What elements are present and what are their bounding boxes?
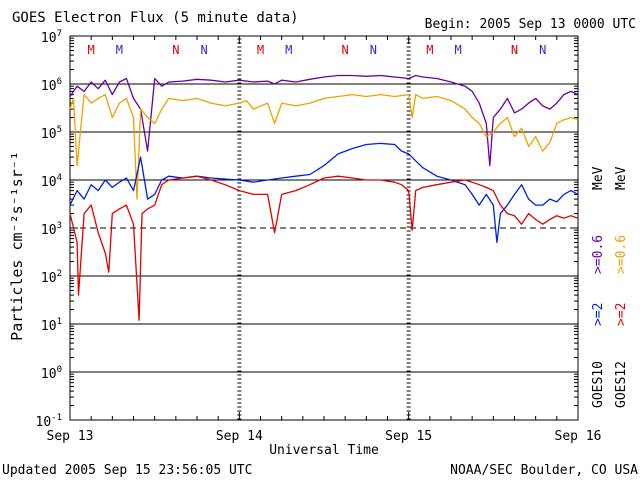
chart-title: GOES Electron Flux (5 minute data) (12, 10, 299, 26)
local-time-marker: M (88, 43, 95, 57)
y-tick-label: 106 (41, 77, 62, 94)
y-axis-label: Particles cm⁻²s⁻¹sr⁻¹ (8, 151, 26, 341)
goes12-unit-label: MeV (614, 166, 629, 190)
local-time-marker: M (257, 43, 264, 57)
right-legend: GOES10 GOES12 >=2 >=2 >=0.6 >=0.6 MeV Me… (591, 166, 629, 408)
series-line-1 (69, 74, 579, 167)
goes10-label: GOES10 (591, 361, 606, 408)
gridlines (70, 38, 578, 420)
goes12-label: GOES12 (614, 361, 629, 408)
y-tick-label: 107 (41, 29, 62, 46)
local-time-marker: N (172, 43, 179, 57)
local-time-marker: M (285, 43, 292, 57)
footer-updated: Updated 2005 Sep 15 23:56:05 UTC (2, 463, 252, 478)
local-time-marker: N (511, 43, 518, 57)
local-time-marker: N (342, 43, 349, 57)
x-tick-label: Sep 15 (385, 429, 432, 444)
y-tick-label: 104 (41, 173, 62, 190)
y-tick-label: 103 (41, 221, 62, 238)
series-line-2 (69, 93, 579, 200)
x-axis-ticks: Sep 13 Sep 14 Sep 15 Sep 16 (47, 36, 602, 444)
x-axis-label: Universal Time (269, 443, 379, 458)
local-time-marker: N (200, 43, 207, 57)
goes10-ch2-label: >=0.6 (591, 235, 606, 274)
y-tick-label: 101 (41, 317, 62, 334)
begin-label: Begin: 2005 Sep 13 0000 UTC (425, 17, 636, 32)
local-time-marker: N (370, 43, 377, 57)
x-tick-label: Sep 16 (555, 429, 602, 444)
x-tick-label: Sep 13 (47, 429, 94, 444)
goes12-ch1-label: >=2 (614, 303, 629, 326)
y-axis-ticks: 107 106 105 104 103 102 101 100 10-1 (36, 29, 578, 430)
goes12-ch2-label: >=0.6 (614, 235, 629, 274)
goes10-ch1-label: >=2 (591, 303, 606, 326)
y-tick-label: 105 (41, 125, 62, 142)
local-time-marker: M (116, 43, 123, 57)
series-lines (69, 74, 579, 321)
local-time-marker: N (539, 43, 546, 57)
local-time-marker: M (426, 43, 433, 57)
x-tick-label: Sep 14 (216, 429, 263, 444)
y-tick-label: 102 (41, 269, 62, 286)
y-tick-label: 10-1 (36, 413, 63, 430)
series-line-4 (69, 175, 579, 321)
y-tick-label: 100 (41, 365, 62, 382)
series-line-3 (69, 142, 579, 244)
footer-source: NOAA/SEC Boulder, CO USA (450, 463, 638, 478)
local-time-marker: M (454, 43, 461, 57)
goes10-unit-label: MeV (591, 166, 606, 190)
